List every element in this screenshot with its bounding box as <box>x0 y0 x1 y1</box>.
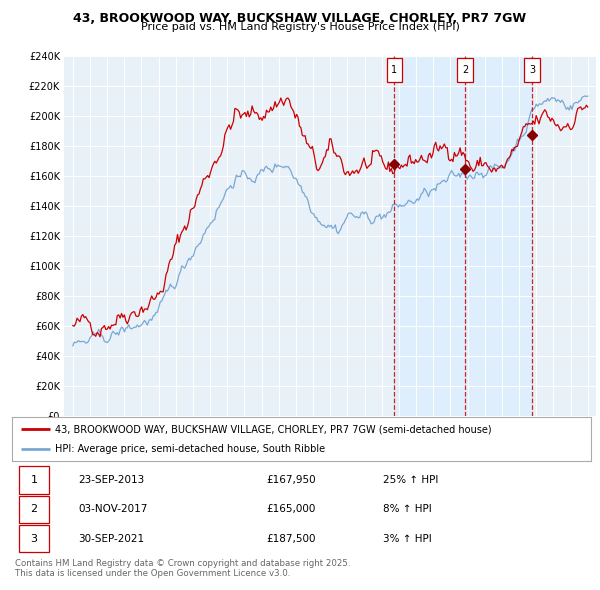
Text: Contains HM Land Registry data © Crown copyright and database right 2025.
This d: Contains HM Land Registry data © Crown c… <box>15 559 350 578</box>
FancyBboxPatch shape <box>457 58 473 82</box>
Text: £165,000: £165,000 <box>267 504 316 514</box>
FancyBboxPatch shape <box>19 496 49 523</box>
Text: £187,500: £187,500 <box>267 534 316 544</box>
Text: 8% ↑ HPI: 8% ↑ HPI <box>383 504 431 514</box>
Text: 3: 3 <box>529 65 535 75</box>
Text: 25% ↑ HPI: 25% ↑ HPI <box>383 475 438 485</box>
Text: 23-SEP-2013: 23-SEP-2013 <box>79 475 145 485</box>
Text: 3% ↑ HPI: 3% ↑ HPI <box>383 534 431 544</box>
Text: 2: 2 <box>462 65 468 75</box>
Text: 2: 2 <box>31 504 38 514</box>
Text: 43, BROOKWOOD WAY, BUCKSHAW VILLAGE, CHORLEY, PR7 7GW: 43, BROOKWOOD WAY, BUCKSHAW VILLAGE, CHO… <box>73 12 527 25</box>
Text: 3: 3 <box>31 534 38 544</box>
FancyBboxPatch shape <box>524 58 540 82</box>
FancyBboxPatch shape <box>19 467 49 494</box>
Text: 30-SEP-2021: 30-SEP-2021 <box>79 534 145 544</box>
Text: 1: 1 <box>31 475 38 485</box>
Text: Price paid vs. HM Land Registry's House Price Index (HPI): Price paid vs. HM Land Registry's House … <box>140 22 460 32</box>
Text: HPI: Average price, semi-detached house, South Ribble: HPI: Average price, semi-detached house,… <box>55 444 326 454</box>
Text: £167,950: £167,950 <box>267 475 316 485</box>
FancyBboxPatch shape <box>19 525 49 552</box>
FancyBboxPatch shape <box>386 58 402 82</box>
Bar <box>394 56 532 416</box>
Text: 03-NOV-2017: 03-NOV-2017 <box>79 504 148 514</box>
Text: 43, BROOKWOOD WAY, BUCKSHAW VILLAGE, CHORLEY, PR7 7GW (semi-detached house): 43, BROOKWOOD WAY, BUCKSHAW VILLAGE, CHO… <box>55 424 492 434</box>
Text: 1: 1 <box>391 65 397 75</box>
